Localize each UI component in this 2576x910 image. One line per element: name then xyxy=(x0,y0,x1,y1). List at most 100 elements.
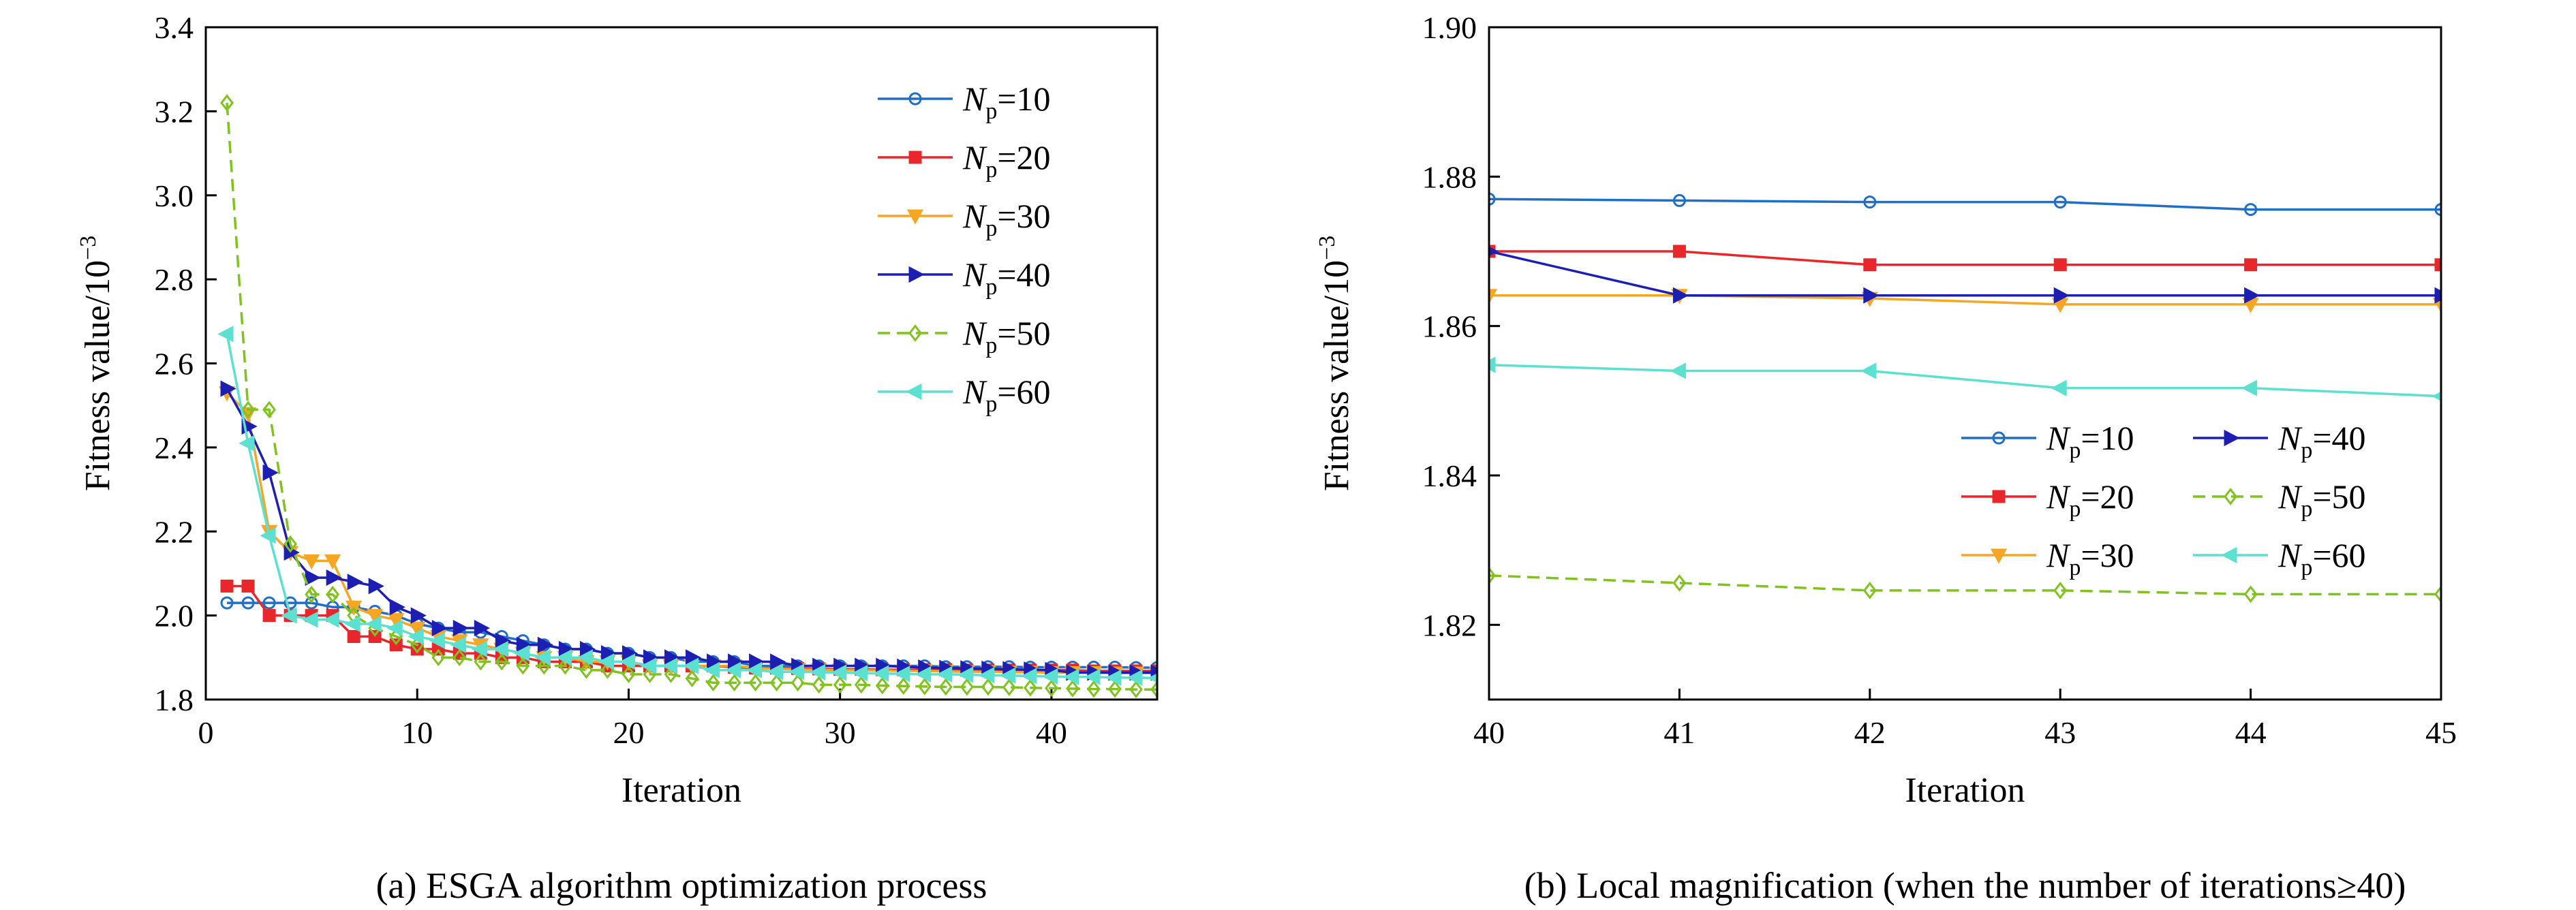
data-point xyxy=(513,645,530,662)
data-point xyxy=(2434,287,2441,304)
data-point xyxy=(326,585,340,603)
series-line-30 xyxy=(226,392,1157,674)
y-axis-title: Fitness value/10−3 xyxy=(76,236,117,492)
data-point xyxy=(303,554,320,570)
data-point xyxy=(241,579,255,593)
legend-marker xyxy=(2224,488,2237,505)
data-point xyxy=(1066,680,1079,697)
data-point xyxy=(453,620,469,637)
x-tick-label: 41 xyxy=(1663,715,1695,750)
data-point xyxy=(2244,287,2260,304)
data-point xyxy=(619,653,635,670)
data-point xyxy=(555,649,572,666)
data-point xyxy=(812,676,826,694)
data-point xyxy=(598,653,614,670)
data-point xyxy=(769,674,784,692)
data-point xyxy=(281,607,297,624)
data-point xyxy=(283,535,297,553)
data-point xyxy=(1672,193,1686,207)
data-point xyxy=(534,649,551,666)
legend: Np=10 Np=20 Np=30 Np=40 Np=50 Np=60 xyxy=(878,80,1051,417)
legend-label: Np=10 xyxy=(2046,419,2134,463)
data-point xyxy=(537,636,553,653)
data-point xyxy=(2432,298,2441,313)
data-point xyxy=(410,607,427,624)
y-tick-label: 1.82 xyxy=(1422,608,1477,642)
data-point xyxy=(875,676,889,695)
x-tick-label: 40 xyxy=(1036,715,1067,750)
data-point xyxy=(367,609,384,625)
data-point xyxy=(896,677,910,695)
data-point xyxy=(894,665,910,682)
data-point xyxy=(347,629,361,643)
data-point xyxy=(389,599,405,616)
series-line-20 xyxy=(1489,250,2441,266)
data-point xyxy=(2244,258,2258,272)
data-point xyxy=(2244,203,2258,217)
legend-label: Np=60 xyxy=(962,373,1051,417)
y-axis-title: Fitness value/10−3 xyxy=(1315,236,1356,492)
data-point xyxy=(220,380,236,397)
plot-frame xyxy=(204,26,1159,701)
data-point xyxy=(852,665,868,682)
legend-item: Np=30 xyxy=(878,197,1051,241)
data-point xyxy=(305,569,321,586)
data-point xyxy=(938,678,953,696)
data-point xyxy=(302,611,318,628)
legend-marker xyxy=(2224,429,2240,447)
data-point xyxy=(960,678,974,696)
data-point xyxy=(220,94,234,112)
data-point xyxy=(2434,585,2441,603)
data-point xyxy=(474,653,488,671)
series-line-40 xyxy=(1489,250,2441,297)
x-tick-label: 0 xyxy=(198,715,214,750)
data-point xyxy=(917,678,932,695)
data-point xyxy=(1087,680,1101,698)
data-point xyxy=(1108,680,1122,698)
legend-label: Np=50 xyxy=(962,314,1051,358)
data-point xyxy=(1862,582,1877,599)
data-point xyxy=(1044,679,1058,697)
data-point xyxy=(682,657,699,674)
y-tick-label: 1.88 xyxy=(1422,159,1477,194)
data-point xyxy=(915,665,932,683)
data-point xyxy=(788,663,805,680)
data-point xyxy=(706,674,720,692)
data-point xyxy=(1021,668,1037,685)
x-tick-label: 42 xyxy=(1854,715,1886,750)
data-point xyxy=(1042,668,1058,685)
legend-item: Np=40 xyxy=(878,255,1051,300)
data-point xyxy=(685,670,699,688)
legend-label: Np=20 xyxy=(2046,477,2134,522)
data-point xyxy=(1860,362,1877,379)
data-point xyxy=(2053,195,2067,209)
y-tick-label: 2.8 xyxy=(155,262,194,297)
data-point xyxy=(239,435,255,452)
data-point xyxy=(262,609,276,623)
data-point xyxy=(1863,287,1880,304)
legend-item: Np=60 xyxy=(878,373,1051,417)
data-point xyxy=(579,661,594,679)
data-point xyxy=(1150,680,1157,699)
data-point xyxy=(305,596,318,610)
data-point xyxy=(1672,287,1689,304)
legend-item: Np=20 xyxy=(1961,477,2134,522)
data-point xyxy=(220,579,234,593)
x-tick-label: 40 xyxy=(1473,715,1505,750)
legend-item: Np=40 xyxy=(2193,419,2366,463)
y-tick-label: 3.2 xyxy=(155,94,194,129)
legend-item: Np=60 xyxy=(2193,536,2366,580)
x-tick-label: 20 xyxy=(613,715,644,750)
legend-item: Np=10 xyxy=(878,80,1051,124)
data-point xyxy=(323,611,339,628)
data-point xyxy=(979,667,995,684)
legend-item: Np=30 xyxy=(1961,536,2134,580)
series-line-30 xyxy=(1489,294,2441,306)
legend-marker xyxy=(1990,548,2008,564)
series-line-50 xyxy=(1489,574,2441,596)
data-point xyxy=(1084,668,1101,685)
data-point xyxy=(347,574,363,591)
data-point xyxy=(262,596,276,610)
y-tick-label: 2.4 xyxy=(155,430,194,465)
